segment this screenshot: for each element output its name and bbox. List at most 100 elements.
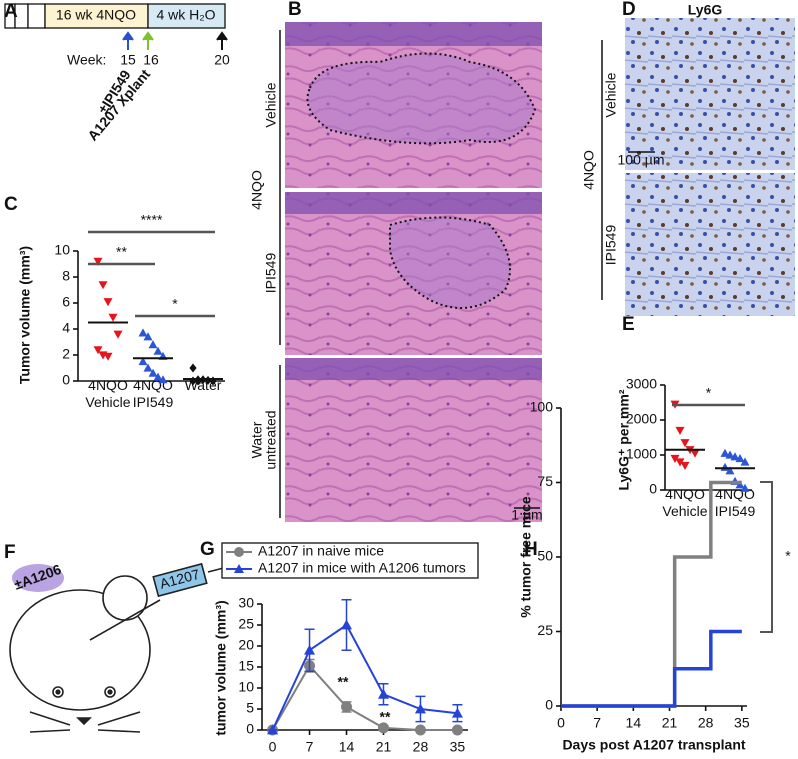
y-tick-label: 75 [537, 473, 553, 489]
schematic [4, 3, 228, 50]
survival-step [561, 629, 742, 708]
legend-marker [234, 547, 244, 557]
legend-box [221, 542, 479, 579]
series-line [271, 664, 458, 731]
data-point [267, 724, 279, 735]
y-tick-label: 10 [238, 679, 254, 695]
data-point [153, 346, 163, 355]
x-tick-label: 7 [306, 739, 314, 755]
significance-label: * [785, 548, 791, 564]
data-point [377, 722, 389, 734]
data-point [189, 363, 197, 373]
significance-label: * [706, 385, 712, 401]
x-tick-label-line: 4NQO [88, 377, 128, 393]
x-tick-label: 14 [339, 739, 355, 755]
x-tick-label: 14 [626, 715, 642, 731]
condition-label: untreated [263, 410, 279, 469]
x-tick-label: 35 [450, 739, 466, 755]
data-point [304, 644, 316, 655]
y-tick-label: 0 [649, 481, 657, 497]
data-point [377, 688, 389, 699]
data-point [725, 450, 735, 459]
data-point [153, 372, 163, 381]
x-tick-label: 0 [557, 715, 565, 731]
data-point [143, 363, 153, 372]
y-axis-label: % tumor free mice [518, 496, 534, 618]
x-tick-label: 7 [593, 715, 601, 731]
x-tick-label: 0 [269, 739, 277, 755]
y-tick-label: 25 [238, 616, 254, 632]
x-axis-label: Days post A1207 transplant [562, 737, 745, 753]
y-tick-label: 15 [238, 658, 254, 674]
y-axis-label: tumor volume (mm³) [213, 600, 229, 735]
data-point [725, 466, 735, 475]
y-tick-label: 20 [238, 637, 254, 653]
stage-label: 4 wk H₂O [156, 7, 215, 23]
data-point [414, 724, 426, 736]
scale-bar-label: 100 µm [618, 152, 665, 168]
data-point [720, 448, 730, 457]
data-point [113, 330, 123, 339]
y-tick-label: 3000 [626, 376, 657, 392]
data-point [103, 352, 113, 361]
data-point [735, 480, 745, 489]
data-point [103, 298, 113, 307]
x-tick-label-line: IPI549 [133, 394, 174, 410]
data-point [158, 375, 168, 384]
scale-bar-label: 1 µm [511, 507, 542, 523]
legend-label: A1207 in naive mice [258, 543, 384, 559]
week-label: Week: [67, 52, 106, 68]
data-point [138, 357, 148, 366]
y-tick-label: 1000 [626, 446, 657, 462]
data-point [414, 703, 426, 714]
data-point [143, 332, 153, 341]
data-point [680, 461, 690, 470]
week-number: 20 [214, 52, 230, 68]
group-label: 4NQO [581, 150, 597, 190]
panel-label: C [4, 194, 18, 215]
y-tick-label: 50 [537, 548, 553, 564]
data-point [451, 724, 463, 736]
y-tick-label: 0 [62, 372, 70, 388]
significance-label: ** [338, 674, 349, 690]
significance-label: ** [380, 709, 391, 725]
y-tick-label: 100 [530, 399, 554, 415]
x-tick-label: 4NQO IPI549 [133, 377, 174, 410]
panel-label: H [524, 539, 538, 560]
data-point [675, 458, 685, 467]
legend-marker [234, 564, 244, 573]
panel-label: F [4, 542, 16, 563]
stain-label: Ly6G [688, 2, 723, 18]
condition-label: Vehicle [263, 82, 279, 127]
x-tick-label: 21 [662, 715, 678, 731]
condition-label: Vehicle [603, 72, 619, 117]
y-tick-label: 6 [62, 294, 70, 310]
x-tick-label-line: Vehicle [662, 503, 707, 519]
x-tick-label: 35 [734, 715, 750, 731]
ihc-images [601, 18, 795, 316]
series-line [271, 623, 458, 731]
data-point [730, 452, 740, 461]
panel-label: B [288, 0, 302, 20]
panel-label: A [4, 1, 18, 22]
y-tick-label: 25 [537, 622, 553, 638]
legend-label: A1207 in mice with A1206 tumors [258, 560, 466, 576]
week-number: 15 [120, 52, 136, 68]
y-tick-label: 5 [246, 700, 254, 716]
significance-label: ** [116, 244, 127, 260]
y-axis-label: Tumor volume (mm³) [17, 246, 33, 384]
data-point [93, 257, 103, 266]
x-tick-label: 28 [413, 739, 429, 755]
y-tick-label: 30 [238, 595, 254, 611]
y-tick-label: 8 [62, 268, 70, 284]
y-axis-label: Ly6G⁺ per mm² [616, 389, 632, 490]
data-point [690, 449, 700, 458]
data-point [735, 454, 745, 463]
data-point [93, 346, 103, 355]
condition-label: IPI549 [263, 253, 279, 294]
x-tick-label: 4NQO Vehicle [662, 486, 707, 519]
group-label: 4NQO [249, 170, 265, 210]
y-tick-label: 10 [54, 242, 70, 258]
data-point [341, 701, 353, 713]
